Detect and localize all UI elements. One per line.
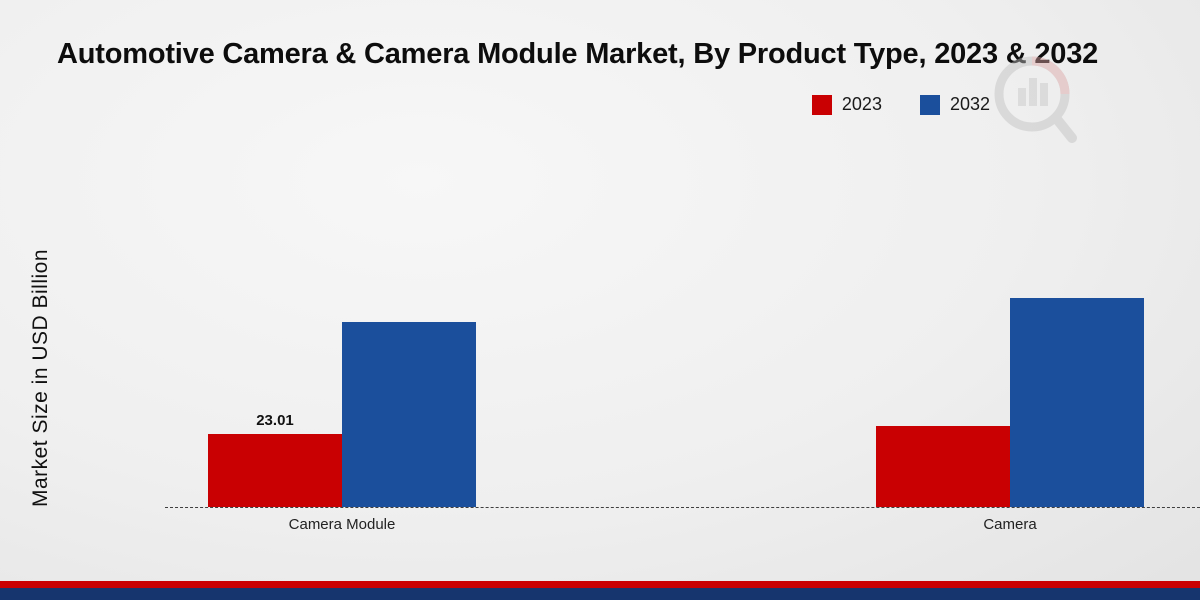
footer-blue-strip: [0, 588, 1200, 600]
bar-2032-camera-module: [342, 322, 476, 507]
legend-swatch-2023: [811, 94, 832, 115]
bar-2032-camera: [1010, 298, 1144, 507]
footer-red-strip: [0, 581, 1200, 588]
bar-2023-camera: [876, 426, 1010, 507]
bar-2023-camera-module: [208, 434, 342, 507]
legend: 2023 2032: [811, 94, 990, 115]
legend-item-2032: 2032: [919, 94, 990, 115]
category-label-camera: Camera: [983, 516, 1037, 533]
x-axis-baseline: [165, 507, 1200, 508]
legend-label-2023: 2023: [841, 94, 882, 114]
legend-label-2032: 2032: [949, 94, 990, 114]
y-axis-label: Market Size in USD Billion: [29, 248, 52, 508]
chart-title: Automotive Camera & Camera Module Market…: [57, 38, 1099, 70]
legend-item-2023: 2023: [811, 94, 882, 115]
legend-swatch-2032: [919, 94, 940, 115]
category-label-camera-module: Camera Module: [288, 516, 396, 533]
value-label-23-01: 23.01: [256, 412, 294, 429]
